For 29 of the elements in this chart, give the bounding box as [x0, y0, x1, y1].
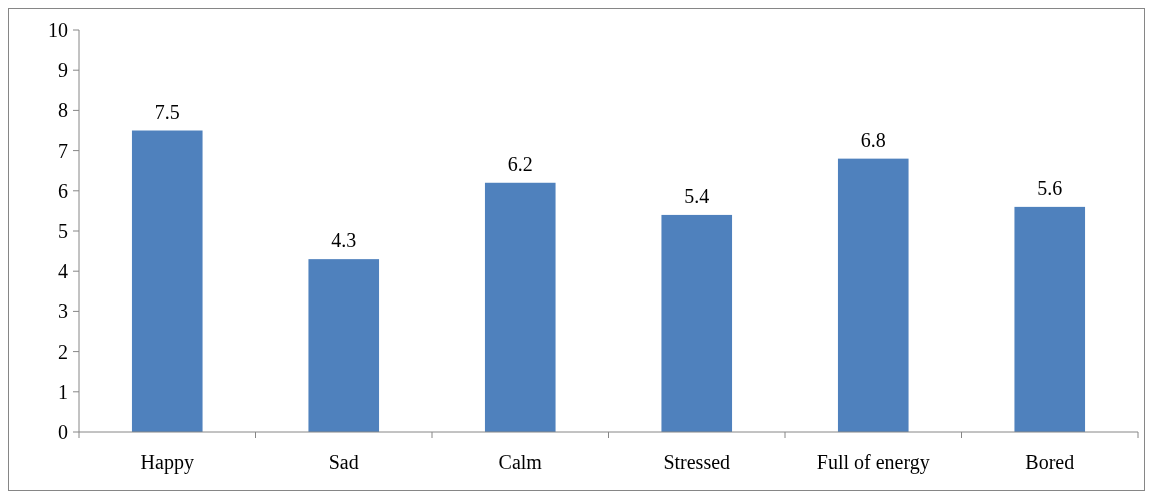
x-tick-label: Calm [498, 451, 543, 473]
data-label: 5.6 [1037, 176, 1063, 199]
bar [131, 130, 203, 432]
data-label: 6.2 [507, 152, 533, 175]
data-label: 5.4 [684, 184, 710, 207]
x-tick-label: Happy [140, 451, 194, 474]
y-tick-label: 4 [58, 260, 68, 283]
y-tick-label: 5 [58, 220, 68, 242]
y-tick-label: 9 [58, 59, 68, 82]
bar [661, 214, 733, 432]
data-label: 4.3 [331, 229, 357, 252]
y-tick-label: 6 [58, 179, 68, 202]
y-tick-label: 2 [58, 340, 68, 363]
bar [308, 259, 380, 432]
x-tick-label: Bored [1025, 451, 1075, 473]
bar [1014, 206, 1086, 432]
bar [837, 158, 909, 432]
y-tick-label: 8 [58, 99, 68, 122]
y-tick-label: 3 [58, 300, 68, 323]
bar [484, 182, 556, 432]
y-tick-label: 7 [58, 139, 68, 162]
y-tick-label: 1 [58, 380, 68, 403]
data-label: 7.5 [154, 100, 180, 123]
x-tick-label: Stressed [663, 451, 731, 473]
y-tick-label: 10 [48, 19, 68, 41]
x-tick-label: Full of energy [816, 451, 930, 474]
y-tick-label: 0 [58, 421, 68, 443]
x-tick-label: Sad [328, 451, 359, 473]
data-label: 6.8 [860, 128, 886, 151]
